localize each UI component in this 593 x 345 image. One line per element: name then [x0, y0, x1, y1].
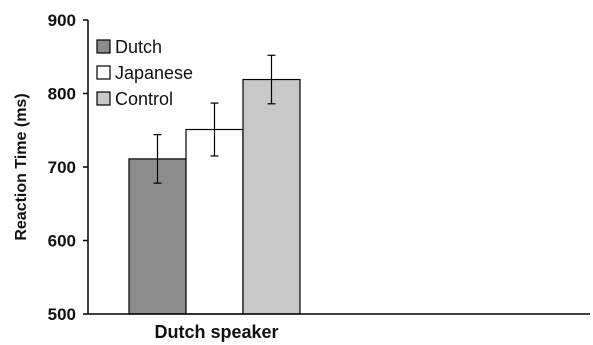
legend-label: Dutch	[115, 37, 162, 57]
y-tick-label: 600	[48, 232, 76, 251]
bar-control	[242, 78, 301, 315]
bar-dutch	[128, 158, 187, 315]
bar-japanese	[185, 128, 244, 315]
legend-item-dutch: Dutch	[96, 37, 162, 57]
legend-item-control: Control	[96, 89, 173, 109]
legend-swatch	[96, 91, 111, 106]
y-tick-label: 900	[48, 11, 76, 30]
legend-item-japanese: Japanese	[96, 63, 193, 83]
legend: Dutch Japanese Control	[96, 37, 193, 109]
category-labels-layer: Dutch speaker	[154, 322, 278, 342]
category-label: Dutch speaker	[154, 322, 278, 342]
error-bar-control	[267, 54, 276, 105]
legend-swatch	[96, 65, 111, 80]
y-axis-title: Reaction Time (ms)	[13, 93, 30, 240]
y-tick-label: 800	[48, 85, 76, 104]
legend-label: Japanese	[115, 63, 193, 83]
legend-label: Control	[115, 89, 173, 109]
error-bar-japanese	[210, 102, 219, 157]
legend-swatch	[96, 39, 111, 54]
y-tick-label: 700	[48, 158, 76, 177]
y-tick-label: 500	[48, 305, 76, 324]
error-bar-dutch	[153, 134, 162, 184]
error-bars-layer	[153, 54, 276, 184]
y-ticks-layer: 500 600 700 800 900	[48, 11, 88, 324]
